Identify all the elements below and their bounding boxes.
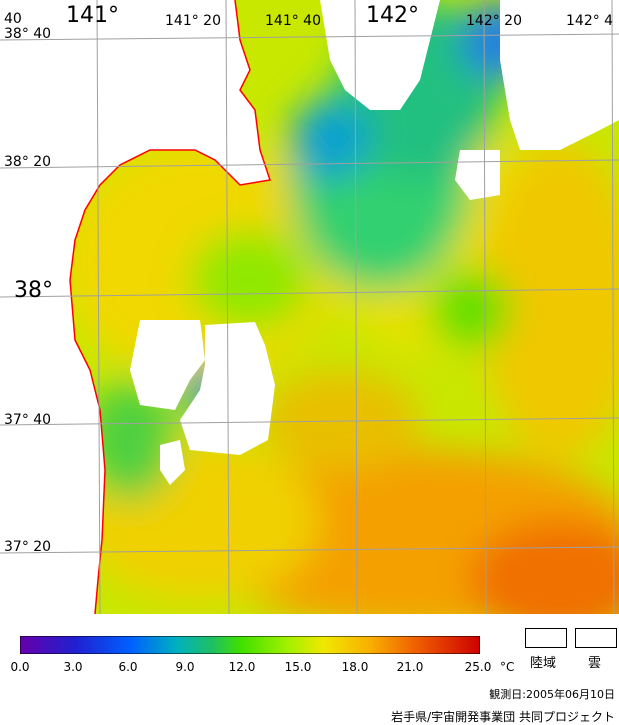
cloud-label: 雲 (588, 656, 602, 671)
land-swatch (525, 628, 567, 648)
land-label: 陸域 (530, 656, 557, 671)
lat-label: 38° 40 (4, 26, 52, 42)
lat-label: 38° (14, 278, 53, 303)
lat-label: 37° 40 (4, 412, 52, 428)
cloud-area (455, 150, 500, 200)
colorbar-tick-label: 0.0 (10, 660, 30, 674)
lon-label: 141° 20 (165, 13, 221, 29)
cloud-area (320, 0, 440, 110)
colorbar-tick-label: 6.0 (118, 660, 138, 674)
colorbar-tick-label: 18.0 (341, 660, 369, 674)
lon-label: 142° 20 (466, 13, 522, 29)
temperature-colorbar (20, 636, 480, 654)
lon-label: 141° (66, 3, 119, 28)
graticule (0, 0, 619, 614)
cloud-swatch (575, 628, 617, 648)
coastline (69, 0, 271, 614)
colorbar-tick-label: 12.0 (228, 660, 256, 674)
observation-date: 観測日:2005年06月10日 (489, 688, 615, 701)
lon-label: 142° 4 (566, 13, 614, 29)
lon-label: 40 (4, 11, 22, 27)
colorbar-tick-label: 15.0 (284, 660, 312, 674)
sea-surface-temperature-map (0, 0, 619, 614)
lat-label: 38° 20 (4, 154, 52, 170)
lon-label: 141° 40 (265, 13, 321, 29)
unit-label: °C (500, 660, 515, 674)
colorbar-tick-label: 9.0 (175, 660, 195, 674)
cloud-area (500, 0, 619, 150)
colorbar-tick-label: 25.0 (464, 660, 492, 674)
lat-label: 37° 20 (4, 539, 52, 555)
colorbar-tick-label: 21.0 (396, 660, 424, 674)
colorbar-tick-label: 3.0 (63, 660, 83, 674)
lon-label: 142° (366, 3, 419, 28)
credit-text: 岩手県/宇宙開発事業団 共同プロジェクト (391, 710, 615, 724)
cloud-area (160, 440, 185, 485)
cloud-area (130, 320, 205, 410)
